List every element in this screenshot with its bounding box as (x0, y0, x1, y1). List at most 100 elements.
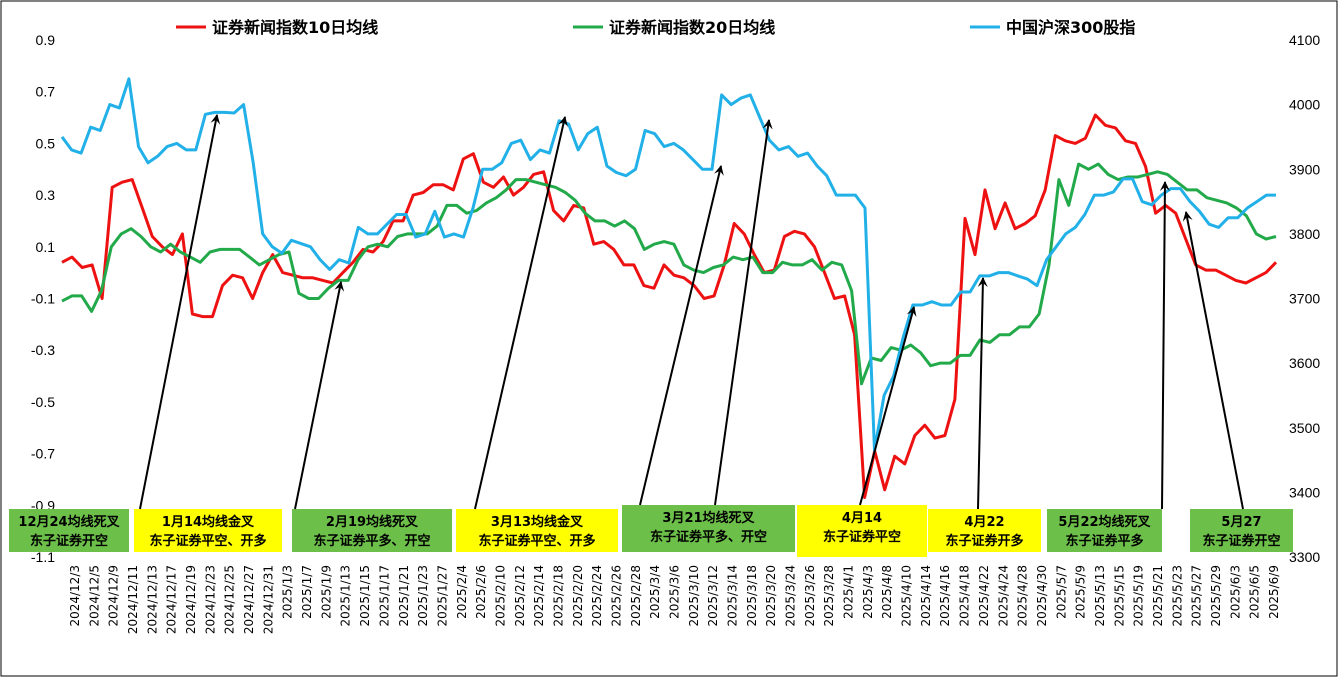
x-tick-label: 2025/3/12 (706, 565, 720, 627)
annotation-arrow (977, 277, 988, 510)
x-tick-label: 2025/3/28 (822, 565, 836, 627)
x-tick-label: 2025/6/3 (1228, 565, 1242, 619)
annotation-text: 东子证券平空 (823, 529, 901, 545)
x-tick-label: 2025/4/28 (1016, 565, 1030, 627)
x-tick-label: 2025/2/12 (513, 565, 527, 627)
annotation-text: 东子证券平多、开空 (650, 529, 767, 545)
x-tick-label: 2024/12/13 (145, 565, 159, 634)
annotation-box (928, 509, 1041, 552)
left-tick-label: -0.7 (31, 446, 55, 462)
x-tick-label: 2024/12/3 (68, 565, 82, 627)
annotation-arrow (1182, 211, 1244, 510)
annotation-text: 3月21均线死叉 (662, 510, 755, 526)
legend-entry: 中国沪深300股指 (1006, 18, 1135, 37)
annotation-arrow (859, 306, 917, 506)
right-tick-label: 3800 (1289, 226, 1320, 242)
x-tick-label: 2024/12/27 (242, 565, 256, 634)
annotation-text: 东子证券开多 (945, 533, 1023, 549)
annotation-text: 1月14均线金叉 (162, 514, 255, 530)
x-axis-labels: 2024/12/3 2024/12/5 2024/12/9 2024/12/11 202… (68, 565, 1281, 634)
left-tick-label: -0.1 (31, 291, 55, 307)
x-tick-label: 2025/2/26 (610, 565, 624, 627)
x-tick-label: 2025/4/24 (996, 565, 1010, 627)
x-tick-label: 2025/1/7 (300, 565, 314, 619)
x-tick-label: 2025/2/24 (590, 565, 604, 627)
legend-entry: 证券新闻指数10日均线 (212, 18, 378, 37)
left-tick-label: 0.3 (36, 187, 56, 203)
x-tick-label: 2025/3/24 (784, 565, 798, 627)
annotation-arrow (1159, 181, 1170, 510)
annotation-box (456, 509, 618, 552)
right-tick-label: 3400 (1289, 484, 1320, 500)
x-tick-label: 2025/5/19 (1132, 565, 1146, 627)
x-tick-label: 2024/12/5 (87, 565, 101, 627)
x-tick-label: 2025/5/9 (1074, 565, 1088, 619)
left-axis-ticks: 0.90.70.50.30.1-0.1-0.3-0.5-0.7-0.9-1.1 (31, 32, 55, 565)
annotation-text: 3月13均线金叉 (491, 514, 584, 530)
annotation-box (292, 509, 452, 552)
right-tick-label: 3900 (1289, 161, 1320, 177)
x-tick-label: 2025/2/28 (629, 565, 643, 627)
annotation-text: 东子证券平空、开多 (478, 533, 595, 549)
x-tick-label: 2025/3/6 (668, 565, 682, 619)
left-tick-label: -1.1 (31, 549, 55, 565)
x-tick-label: 2025/4/10 (900, 565, 914, 627)
right-tick-label: 3300 (1289, 549, 1320, 565)
annotation-box (797, 505, 927, 557)
x-tick-label: 2025/4/22 (977, 565, 991, 627)
x-tick-label: 2024/12/11 (126, 565, 140, 634)
series-line-0 (61, 113, 1278, 499)
x-tick-label: 2025/1/9 (319, 565, 333, 619)
annotation-arrows (139, 114, 1244, 510)
x-tick-label: 2025/4/3 (861, 565, 875, 619)
right-axis-ticks: 4100 4000 3900 3800 3700 3600 3500 3400 3300 (1289, 32, 1320, 565)
right-tick-label: 4100 (1289, 32, 1320, 48)
x-tick-label: 2024/12/31 (261, 565, 275, 634)
annotation-arrow (714, 119, 773, 506)
left-tick-label: -0.3 (31, 342, 55, 358)
x-tick-label: 2025/5/21 (1151, 565, 1165, 627)
x-tick-label: 2025/1/15 (358, 565, 372, 627)
x-tick-label: 2025/4/8 (880, 565, 894, 619)
annotation-box (622, 505, 795, 552)
legend: 证券新闻指数10日均线 证券新闻指数20日均线 中国沪深300股指 (176, 18, 1135, 37)
x-tick-label: 2025/3/10 (687, 565, 701, 627)
annotation-text: 5月27 (1221, 515, 1261, 530)
x-tick-label: 2025/5/7 (1054, 565, 1068, 619)
annotation-text: 东子证券平空、开多 (149, 533, 266, 549)
x-tick-label: 2025/2/4 (455, 565, 469, 619)
right-tick-label: 3700 (1289, 291, 1320, 307)
right-tick-label: 3500 (1289, 420, 1320, 436)
x-tick-label: 2025/1/17 (377, 565, 391, 627)
annotation-text: 东子证券开空 (1202, 533, 1280, 549)
x-tick-label: 2025/2/20 (571, 565, 585, 627)
x-tick-label: 2025/5/23 (1170, 565, 1184, 627)
annotation-box (1190, 509, 1293, 552)
x-tick-label: 2025/1/13 (339, 565, 353, 627)
x-tick-label: 2025/1/3 (281, 565, 295, 619)
left-tick-label: 0.7 (36, 84, 56, 100)
right-tick-label: 3600 (1289, 355, 1320, 371)
x-tick-label: 2025/4/18 (958, 565, 972, 627)
annotation-arrow (639, 165, 724, 506)
legend-entry: 证券新闻指数20日均线 (609, 18, 775, 37)
left-tick-label: -0.5 (31, 394, 55, 410)
left-tick-label: 0.5 (36, 135, 56, 151)
annotation-text: 2月19均线死叉 (326, 514, 419, 530)
x-tick-label: 2024/12/17 (165, 565, 179, 634)
left-tick-label: 0.9 (36, 32, 56, 48)
x-tick-label: 2024/12/9 (107, 565, 121, 627)
x-tick-label: 2025/1/27 (435, 565, 449, 627)
annotation-text: 12月24均线死叉 (18, 514, 120, 530)
x-tick-label: 2025/5/15 (1112, 565, 1126, 627)
x-tick-label: 2025/4/16 (938, 565, 952, 627)
x-tick-label: 2025/6/9 (1267, 565, 1281, 619)
series-layer (60, 77, 1278, 499)
x-tick-label: 2025/1/23 (416, 565, 430, 627)
x-tick-label: 2025/2/18 (552, 565, 566, 627)
x-tick-label: 2025/4/14 (919, 565, 933, 627)
annotation-text: 5月22均线死叉 (1058, 514, 1151, 530)
annotation-box (134, 509, 282, 552)
